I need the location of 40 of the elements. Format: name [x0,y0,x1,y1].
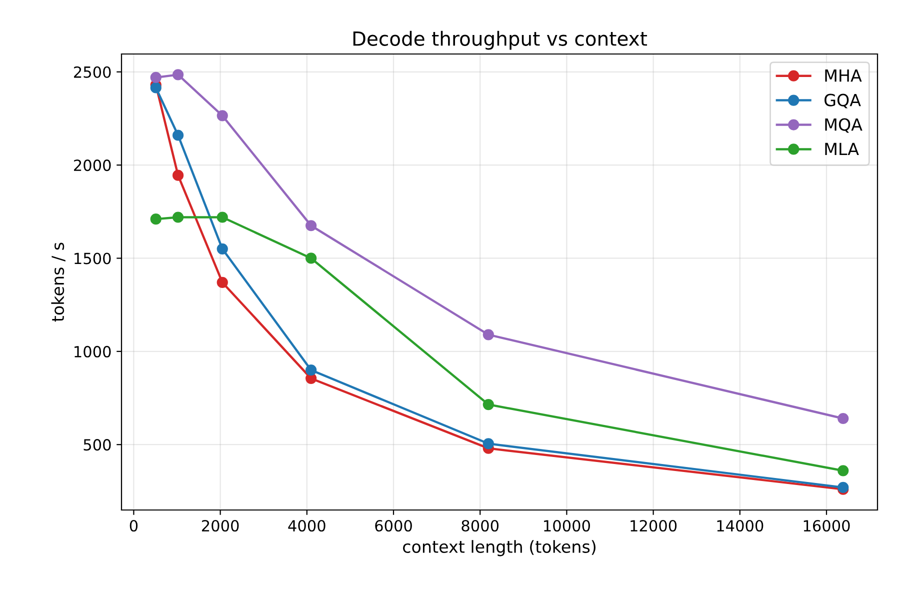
point [838,412,849,424]
point [482,438,494,450]
point [216,110,228,122]
point [150,82,162,94]
x-axis-title: context length (tokens) [403,540,596,556]
point [172,69,184,80]
point [150,214,162,225]
y-tick-label: 1500 [74,252,111,264]
x-tick-label: 6000 [375,520,412,532]
y-axis-title: tokens / s [51,242,66,322]
legend-label: MQA [825,118,862,133]
legend-label: GQA [824,94,861,108]
x-tick-label: 4000 [288,520,326,532]
point [306,364,317,376]
x-tick-label: 8000 [462,520,499,532]
point [306,220,317,232]
chart-title: Decode throughput vs context [353,30,648,50]
point [172,212,184,223]
x-tick-label: 14000 [717,520,764,532]
x-tick-label: 0 [130,520,138,532]
x-tick-label: 2000 [202,520,239,532]
point [216,276,228,288]
y-tick-label: 500 [84,439,111,451]
point [216,243,228,254]
x-tick-label: 16000 [804,520,850,532]
point [482,398,494,410]
x-tick-label: 12000 [630,520,677,532]
point [172,130,184,141]
point [172,170,184,181]
y-tick-label: 1000 [74,346,111,358]
point [216,212,228,223]
legend-label: MLA [825,142,859,156]
y-tick-label: 2000 [74,160,111,172]
point [838,465,849,476]
x-tick-label: 10000 [544,520,590,532]
point [306,252,317,264]
point [150,72,162,84]
point [482,329,494,340]
legend-label: MHA [825,70,862,82]
y-tick-label: 2500 [74,66,111,78]
